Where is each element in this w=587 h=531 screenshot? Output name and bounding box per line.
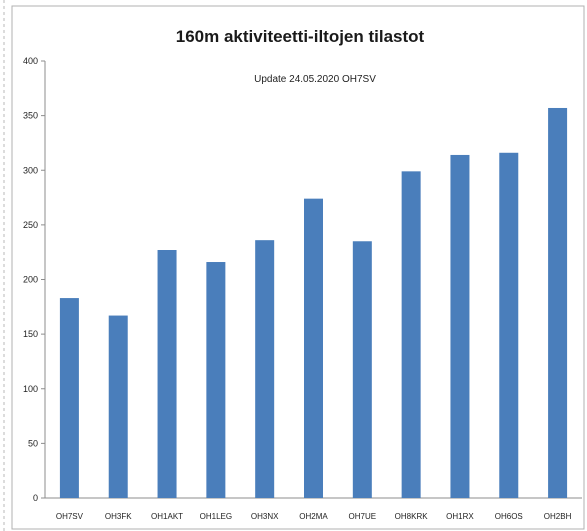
bar-oh3fk: [108, 315, 128, 498]
bar-oh1rx: [450, 154, 470, 498]
bar-oh7sv: [59, 298, 79, 498]
y-tick-label: 50: [28, 438, 38, 448]
x-tick-label: OH7SV: [56, 512, 84, 521]
bar-oh3nx: [255, 240, 275, 499]
x-tick-label: OH1LEG: [200, 512, 232, 521]
chart-annotation: Update 24.05.2020 OH7SV: [254, 74, 376, 85]
x-tick-label: OH2MA: [299, 512, 328, 521]
x-tick-label: OH3FK: [105, 512, 132, 521]
bar-oh7ue: [352, 241, 372, 498]
y-tick-label: 200: [23, 275, 38, 285]
chart-title: 160m aktiviteetti-iltojen tilastot: [176, 27, 425, 46]
x-tick-label: OH6OS: [495, 512, 523, 521]
x-tick-label: OH1AKT: [151, 512, 183, 521]
y-tick-label: 400: [23, 56, 38, 66]
bar-oh2ma: [304, 198, 323, 498]
x-tick-label: OH3NX: [251, 512, 279, 521]
y-axis-ticks: 0 50 100 150 200 250 300 350 400: [23, 56, 45, 503]
y-tick-label: 0: [33, 493, 38, 503]
y-tick-label: 300: [23, 165, 38, 175]
bar-oh6os: [499, 152, 519, 498]
x-tick-label: OH8KRK: [395, 512, 429, 521]
x-tick-label: OH2BH: [544, 512, 572, 521]
y-tick-label: 350: [23, 111, 38, 121]
x-tick-label: OH1RX: [446, 512, 474, 521]
y-tick-label: 100: [23, 384, 38, 394]
chart-frame: [11, 5, 585, 530]
y-tick-label: 250: [23, 220, 38, 230]
bar-oh2bh: [548, 107, 568, 498]
x-tick-label: OH7UE: [349, 512, 377, 521]
bar-oh8krk: [401, 171, 421, 498]
bar-oh1akt: [157, 250, 177, 498]
bar-oh1leg: [206, 262, 226, 498]
x-axis-labels: OH7SV OH3FK OH1AKT OH1LEG OH3NX OH2MA OH7UE OH8…: [56, 512, 572, 521]
y-tick-label: 150: [23, 329, 38, 339]
bars-group: [59, 107, 568, 499]
